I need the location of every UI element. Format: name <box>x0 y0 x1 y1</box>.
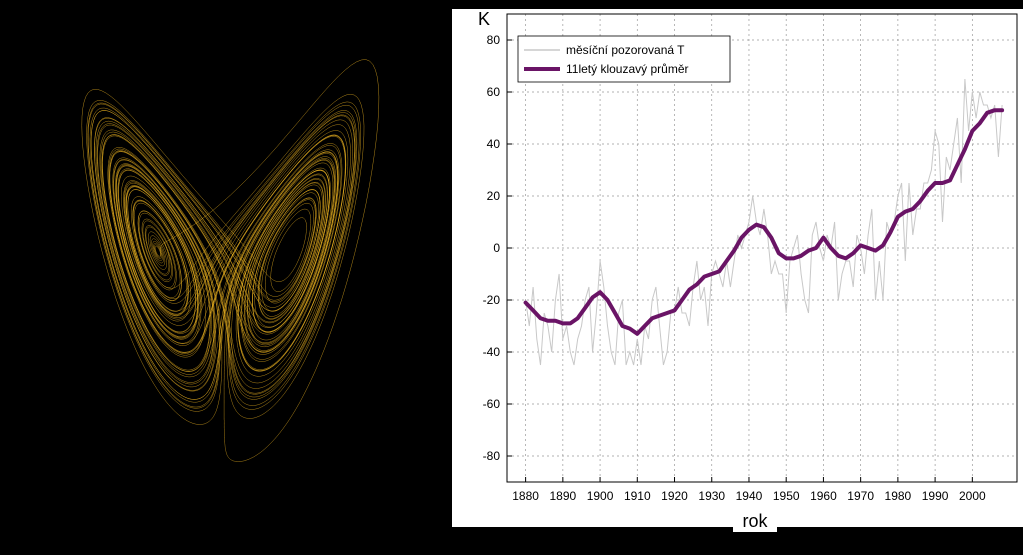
y-tick-label: 80 <box>487 33 501 47</box>
y-tick-label: -20 <box>483 293 501 307</box>
temperature-chart: 1880 1890 1900 1910 1920 1930 1940 1950 1960 1970… <box>452 9 1023 527</box>
x-axis-title: rok <box>733 510 777 532</box>
series-smoothed-line <box>523 108 1005 336</box>
lorenz-attractor-icon <box>81 59 380 462</box>
x-tick-label: 1950 <box>773 489 800 503</box>
y-tick-label: -60 <box>483 397 501 411</box>
x-tick-label: 1900 <box>587 489 614 503</box>
x-tick-label: 1880 <box>512 489 539 503</box>
y-tick-label: 0 <box>493 241 500 255</box>
y-tick-label: 40 <box>487 137 501 151</box>
x-tick-label: 1970 <box>847 489 874 503</box>
legend-box <box>517 35 731 83</box>
y-tick-label: -80 <box>483 449 501 463</box>
x-tick-label: 1930 <box>698 489 725 503</box>
x-tick-label: 1960 <box>810 489 837 503</box>
y-tick-label: 20 <box>487 189 501 203</box>
x-tick-label: 1920 <box>661 489 688 503</box>
x-tick-label: 1940 <box>736 489 763 503</box>
x-tick-label: 1980 <box>885 489 912 503</box>
series-monthly-line <box>525 78 1003 366</box>
y-tick-label: -40 <box>483 345 501 359</box>
y-tick-label: 60 <box>487 85 501 99</box>
chart-plot-area: 1880 1890 1900 1910 1920 1930 1940 1950 1960 1970… <box>478 9 1018 503</box>
lorenz-attractor-image <box>0 0 452 550</box>
x-tick-label: 2000 <box>959 489 986 503</box>
legend-label-monthly: měsíční pozorovaná T <box>566 43 685 57</box>
y-axis-title: K <box>478 9 490 29</box>
attractor-trajectory <box>81 59 380 462</box>
x-tick-label: 1890 <box>549 489 576 503</box>
x-tick-label: 1910 <box>624 489 651 503</box>
x-tick-label: 1990 <box>922 489 949 503</box>
legend-label-smoothed: 11letý klouzavý průměr <box>566 62 689 76</box>
